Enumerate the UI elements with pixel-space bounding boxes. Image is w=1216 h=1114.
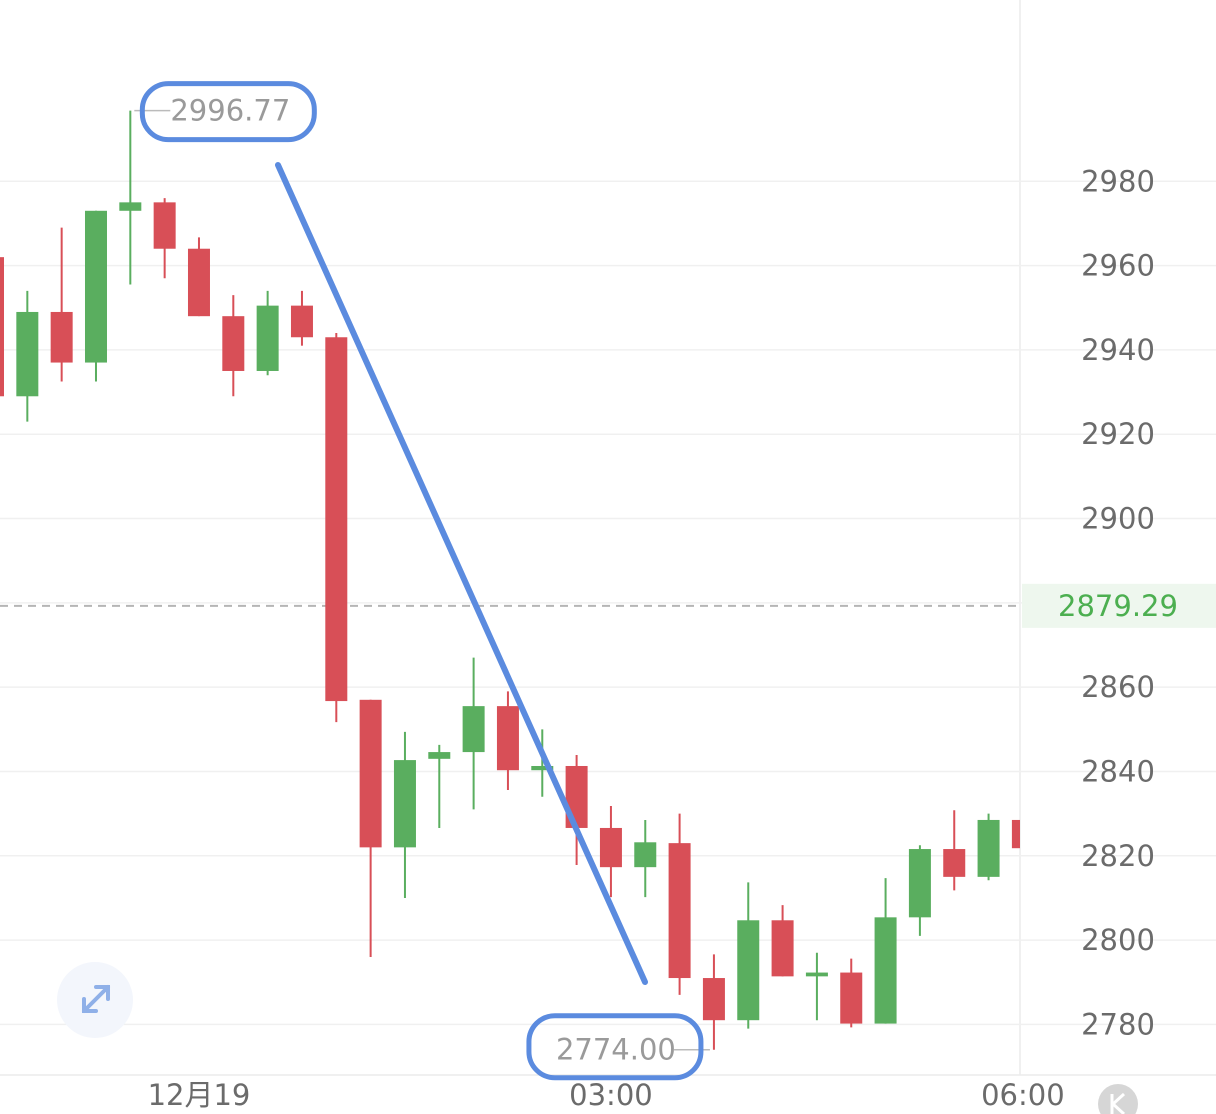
candle-body [462,706,485,753]
candle-body [805,972,828,977]
x-tick-label: 06:00 [981,1078,1065,1112]
candle-body [771,920,794,977]
y-tick-label: 2800 [1081,923,1155,957]
candle-body [153,202,176,249]
y-tick-label: 2920 [1081,417,1155,451]
marker-label: 2774.00 [556,1033,676,1067]
candle-body [290,305,313,338]
candle-body [702,978,725,1021]
expand-button[interactable] [57,962,133,1038]
y-tick-label: 2840 [1081,754,1155,788]
candle-body [599,827,622,868]
candle-body [187,248,210,317]
candle-body [977,819,1000,877]
candle-body [874,917,897,1024]
candle-body [668,843,691,979]
candle-body [737,920,760,1021]
k-badge[interactable] [1098,1084,1138,1114]
marker-highlight [139,81,317,143]
candle-body [16,311,39,397]
x-tick-label: 12月19 [148,1078,251,1112]
candle-body [634,842,657,868]
candle-body [50,311,73,363]
candle-body [0,257,4,397]
y-tick-label: 2820 [1081,839,1155,873]
candle-body [840,972,863,1024]
candles [0,110,1020,1050]
y-tick-label: 2900 [1081,502,1155,536]
candle-body [496,706,519,771]
current-price-label: 2879.29 [1058,589,1178,623]
candle-body [393,760,416,848]
trend-annotation [275,162,648,985]
y-tick-label: 2780 [1081,1007,1155,1041]
marker-label: 2996.77 [170,94,290,128]
labels: 2780 2800 2820 2840 2860 2900 2920 2940 2960 2980… [134,81,1216,1112]
candle-body [531,765,554,771]
current-price-bg [1022,583,1216,628]
y-tick-label: 2860 [1081,670,1155,704]
candle-body [84,210,107,363]
candle-body [1011,819,1020,849]
marker-highlight [526,1013,704,1081]
candle-body [119,202,142,211]
y-tick-label: 2960 [1081,249,1155,283]
candle-body [428,752,451,759]
y-tick-label: 2940 [1081,333,1155,367]
y-tick-label: 2980 [1081,164,1155,198]
candle-body [256,305,279,371]
candle-body [943,849,966,877]
candle-body [359,699,382,848]
candle-body [325,337,348,702]
x-tick-label: 03:00 [569,1078,653,1112]
candle-body [222,316,245,371]
candle-body [908,849,931,918]
